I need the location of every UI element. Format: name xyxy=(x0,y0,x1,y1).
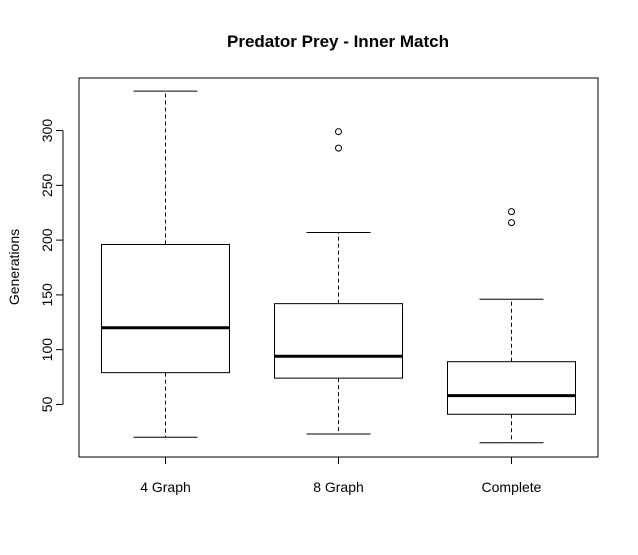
y-tick-label: 200 xyxy=(39,228,55,252)
box-iqr xyxy=(101,243,230,374)
box-complete xyxy=(447,208,576,444)
box-8-graph xyxy=(274,128,403,435)
x-tick-label: Complete xyxy=(482,479,542,495)
outlier-point xyxy=(508,208,515,216)
box-4-graph xyxy=(101,90,230,438)
outlier-point xyxy=(508,219,515,227)
x-tick-label: 4 Graph xyxy=(140,479,191,495)
box-iqr xyxy=(447,361,576,415)
y-tick-label: 300 xyxy=(39,119,55,143)
x-tick-label: 8 Graph xyxy=(313,479,364,495)
boxes-group xyxy=(101,90,576,444)
y-tick-label: 250 xyxy=(39,173,55,197)
outlier-point xyxy=(335,128,342,136)
y-tick-label: 150 xyxy=(39,283,55,307)
chart-title: Predator Prey - Inner Match xyxy=(227,32,449,51)
outlier-point xyxy=(335,144,342,152)
y-tick-label: 50 xyxy=(39,396,55,412)
y-tick-label: 100 xyxy=(39,338,55,362)
box-iqr xyxy=(274,303,403,379)
x-axis: 4 Graph 8 Graph Complete xyxy=(140,456,542,495)
y-axis: 50 100 150 200 250 300 xyxy=(39,119,64,412)
y-axis-title: Generations xyxy=(6,229,22,305)
